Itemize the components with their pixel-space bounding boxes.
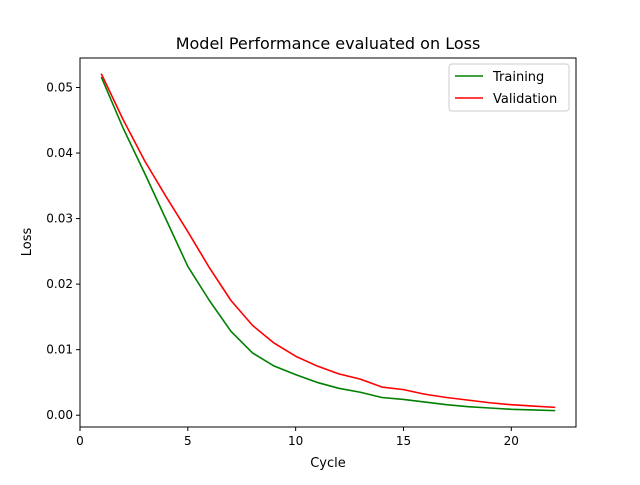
x-tick-label: 5 bbox=[184, 434, 192, 448]
y-axis-ticks: 0.00 0.01 0.02 0.03 0.04 0.05 bbox=[46, 80, 80, 422]
y-tick-label: 0.01 bbox=[46, 343, 73, 357]
y-tick-label: 0.00 bbox=[46, 408, 73, 422]
plot-marks bbox=[100, 73, 556, 412]
y-tick-label: 0.03 bbox=[46, 212, 73, 226]
y-axis-label: Loss bbox=[20, 228, 35, 257]
plot-area-frame bbox=[79, 57, 577, 428]
y-tick-label: 0.04 bbox=[46, 146, 73, 160]
legend: Training Validation bbox=[448, 63, 570, 112]
x-axis-ticks: 0 5 10 15 20 bbox=[76, 427, 519, 448]
y-tick-label: 0.05 bbox=[46, 80, 73, 94]
y-tick-label: 0.02 bbox=[46, 277, 73, 291]
x-tick-label: 0 bbox=[76, 434, 84, 448]
chart-title: Model Performance evaluated on Loss bbox=[176, 34, 481, 53]
legend-label-validation: Validation bbox=[493, 92, 557, 107]
x-tick-label: 20 bbox=[504, 434, 519, 448]
legend-label-training: Training bbox=[492, 70, 544, 85]
x-axis-label: Cycle bbox=[310, 456, 346, 471]
x-tick-label: 15 bbox=[396, 434, 411, 448]
x-tick-label: 10 bbox=[288, 434, 303, 448]
series-line-training bbox=[100, 76, 556, 412]
series-line-validation bbox=[100, 73, 556, 409]
